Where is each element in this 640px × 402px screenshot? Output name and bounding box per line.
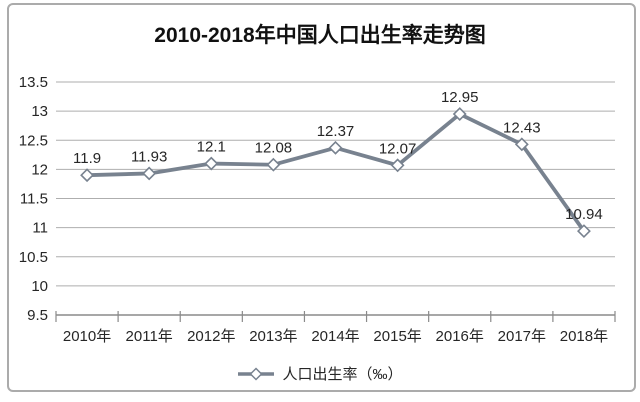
- y-tick-label: 11.5: [20, 191, 48, 208]
- data-label: 10.94: [565, 206, 603, 223]
- x-tick-label: 2015年: [373, 328, 421, 345]
- y-tick-label: 10: [31, 278, 48, 295]
- data-point-marker: [452, 107, 467, 121]
- y-tick-label: 11: [32, 220, 48, 237]
- y-tick-label: 9.5: [27, 307, 48, 324]
- y-tick-label: 12: [31, 161, 48, 178]
- y-tick-label: 13.5: [19, 74, 48, 91]
- chart-card: [7, 3, 636, 392]
- data-point-marker: [514, 137, 529, 152]
- chart-title: 2010-2018年中国人口出生率走势图: [154, 24, 486, 47]
- y-tick-label: 10.5: [19, 249, 48, 266]
- data-point-marker: [142, 166, 157, 181]
- data-point-marker: [577, 224, 591, 239]
- y-tick-label: 13: [31, 103, 48, 120]
- data-label: 12.07: [379, 140, 417, 157]
- data-label: 11.93: [131, 148, 167, 165]
- x-tick-label: 2016年: [436, 328, 484, 345]
- data-point-marker: [266, 157, 281, 172]
- x-tick-label: 2018年: [560, 328, 608, 345]
- x-tick-label: 2010年: [63, 328, 111, 345]
- data-label: 12.1: [197, 139, 226, 156]
- data-point-marker: [328, 140, 343, 155]
- x-tick-label: 2017年: [498, 328, 546, 345]
- data-label: 12.95: [441, 89, 479, 106]
- data-label: 12.08: [255, 140, 293, 157]
- data-label: 12.43: [503, 119, 541, 136]
- legend: 人口出生率（‰）: [0, 363, 640, 384]
- data-point-marker: [390, 158, 405, 173]
- x-tick-label: 2011年: [126, 328, 173, 345]
- data-label: 12.37: [317, 123, 355, 140]
- data-point-marker: [80, 168, 94, 183]
- x-tick-label: 2014年: [311, 328, 359, 345]
- y-tick-label: 12.5: [19, 132, 48, 149]
- data-point-marker: [204, 156, 219, 171]
- legend-label: 人口出生率（‰）: [282, 366, 403, 383]
- x-tick-label: 2013年: [249, 328, 297, 345]
- x-tick-label: 2012年: [187, 328, 235, 345]
- legend-line-diamond-icon: [238, 366, 275, 381]
- data-label: 11.9: [73, 150, 101, 167]
